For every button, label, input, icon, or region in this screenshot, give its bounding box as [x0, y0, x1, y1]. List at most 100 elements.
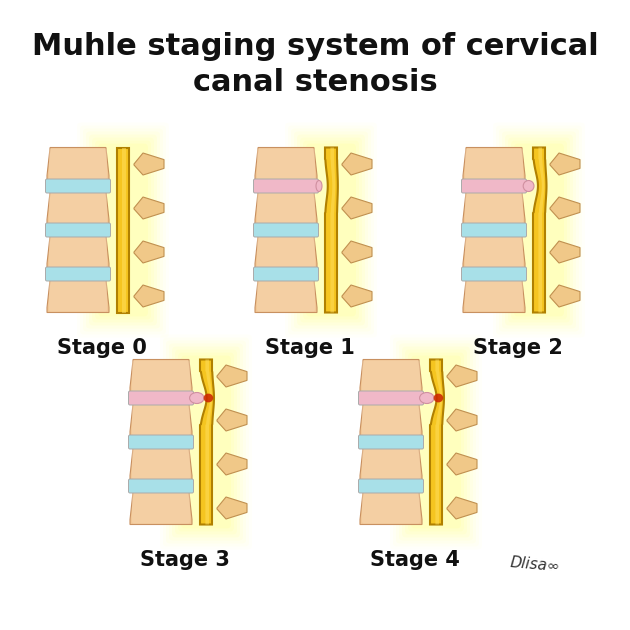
FancyBboxPatch shape: [129, 391, 193, 405]
FancyBboxPatch shape: [514, 144, 564, 316]
Polygon shape: [360, 360, 422, 392]
FancyBboxPatch shape: [511, 140, 567, 319]
Text: Muhle staging system of cervical
canal stenosis: Muhle staging system of cervical canal s…: [32, 32, 598, 97]
FancyBboxPatch shape: [257, 236, 315, 268]
FancyBboxPatch shape: [358, 479, 423, 493]
FancyBboxPatch shape: [253, 179, 319, 193]
FancyBboxPatch shape: [303, 140, 359, 319]
Polygon shape: [463, 147, 525, 181]
Text: Stage 4: Stage 4: [370, 550, 460, 570]
Polygon shape: [205, 360, 212, 525]
FancyBboxPatch shape: [49, 149, 107, 180]
FancyBboxPatch shape: [465, 236, 523, 268]
FancyBboxPatch shape: [362, 360, 420, 391]
FancyBboxPatch shape: [132, 493, 190, 524]
FancyBboxPatch shape: [129, 435, 193, 449]
Text: Dlisa∞: Dlisa∞: [509, 555, 561, 575]
FancyBboxPatch shape: [49, 236, 107, 268]
Polygon shape: [360, 403, 422, 437]
Text: Stage 1: Stage 1: [265, 338, 355, 358]
Polygon shape: [342, 285, 372, 307]
FancyBboxPatch shape: [294, 132, 368, 328]
Polygon shape: [134, 197, 164, 219]
Polygon shape: [217, 365, 247, 387]
Ellipse shape: [420, 392, 434, 403]
Polygon shape: [130, 491, 192, 525]
FancyBboxPatch shape: [253, 267, 319, 281]
Polygon shape: [360, 447, 422, 481]
FancyBboxPatch shape: [505, 134, 573, 326]
Polygon shape: [447, 365, 477, 387]
FancyBboxPatch shape: [45, 179, 110, 193]
Polygon shape: [255, 236, 317, 268]
FancyBboxPatch shape: [169, 343, 243, 541]
FancyBboxPatch shape: [172, 346, 240, 537]
Polygon shape: [430, 360, 444, 525]
FancyBboxPatch shape: [396, 340, 476, 544]
Polygon shape: [330, 147, 335, 312]
FancyBboxPatch shape: [411, 355, 461, 529]
Polygon shape: [533, 147, 546, 312]
Polygon shape: [447, 453, 477, 475]
FancyBboxPatch shape: [132, 404, 190, 435]
Polygon shape: [550, 241, 580, 263]
FancyBboxPatch shape: [362, 449, 420, 479]
Polygon shape: [360, 491, 422, 525]
FancyBboxPatch shape: [49, 193, 107, 224]
Polygon shape: [217, 409, 247, 431]
Polygon shape: [47, 147, 109, 181]
FancyBboxPatch shape: [362, 404, 420, 435]
FancyBboxPatch shape: [95, 140, 151, 319]
FancyBboxPatch shape: [462, 223, 527, 237]
FancyBboxPatch shape: [45, 223, 110, 237]
FancyBboxPatch shape: [45, 267, 110, 281]
FancyBboxPatch shape: [92, 137, 154, 323]
FancyBboxPatch shape: [257, 280, 315, 311]
Polygon shape: [47, 192, 109, 224]
FancyBboxPatch shape: [362, 493, 420, 524]
Ellipse shape: [523, 181, 534, 192]
FancyBboxPatch shape: [462, 179, 527, 193]
Polygon shape: [255, 280, 317, 312]
Polygon shape: [342, 197, 372, 219]
FancyBboxPatch shape: [253, 223, 319, 237]
Polygon shape: [447, 409, 477, 431]
FancyBboxPatch shape: [462, 267, 527, 281]
Polygon shape: [342, 241, 372, 263]
FancyBboxPatch shape: [465, 149, 523, 180]
Polygon shape: [255, 147, 317, 181]
Polygon shape: [550, 285, 580, 307]
Polygon shape: [255, 192, 317, 224]
Polygon shape: [539, 147, 544, 312]
FancyBboxPatch shape: [399, 343, 473, 541]
Polygon shape: [435, 360, 442, 525]
FancyBboxPatch shape: [297, 134, 365, 326]
FancyBboxPatch shape: [89, 134, 157, 326]
Polygon shape: [217, 453, 247, 475]
Polygon shape: [463, 192, 525, 224]
FancyBboxPatch shape: [300, 137, 362, 323]
Ellipse shape: [316, 181, 322, 192]
Polygon shape: [134, 241, 164, 263]
Text: Stage 2: Stage 2: [473, 338, 563, 358]
Polygon shape: [47, 236, 109, 268]
FancyBboxPatch shape: [402, 346, 470, 537]
Text: Stage 0: Stage 0: [57, 338, 147, 358]
FancyBboxPatch shape: [86, 132, 160, 328]
FancyBboxPatch shape: [405, 350, 467, 534]
FancyBboxPatch shape: [257, 149, 315, 180]
Polygon shape: [342, 153, 372, 175]
Polygon shape: [130, 403, 192, 437]
FancyBboxPatch shape: [181, 355, 231, 529]
Polygon shape: [134, 285, 164, 307]
Text: Stage 3: Stage 3: [140, 550, 230, 570]
Polygon shape: [117, 147, 129, 312]
Polygon shape: [463, 280, 525, 312]
FancyBboxPatch shape: [49, 280, 107, 311]
FancyBboxPatch shape: [83, 129, 163, 331]
FancyBboxPatch shape: [502, 132, 576, 328]
FancyBboxPatch shape: [465, 280, 523, 311]
FancyBboxPatch shape: [408, 353, 464, 532]
FancyBboxPatch shape: [166, 340, 246, 544]
FancyBboxPatch shape: [291, 129, 371, 331]
